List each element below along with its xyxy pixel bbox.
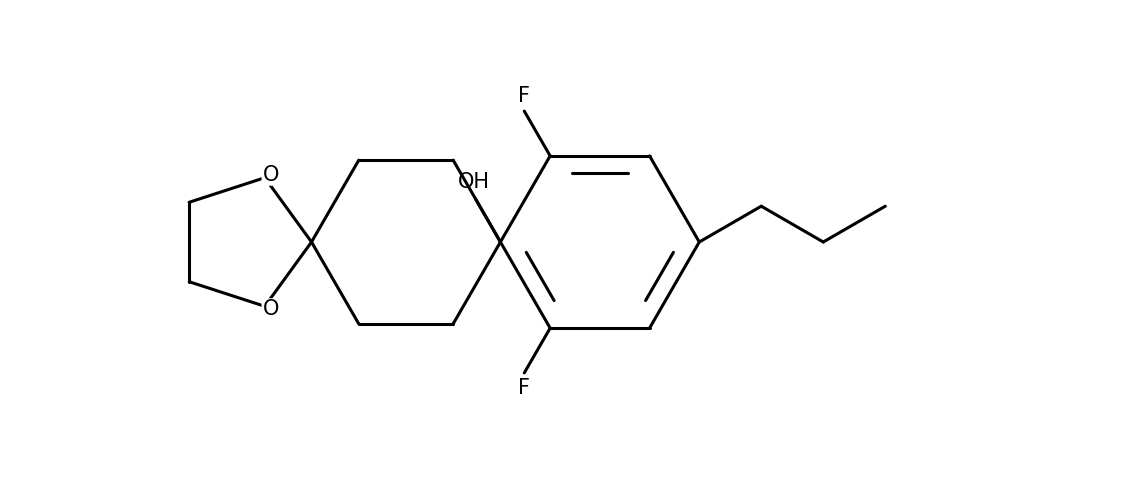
Text: OH: OH (458, 172, 489, 192)
Text: F: F (518, 86, 530, 106)
Text: F: F (518, 378, 530, 398)
Text: O: O (263, 165, 279, 185)
Text: O: O (263, 299, 279, 319)
